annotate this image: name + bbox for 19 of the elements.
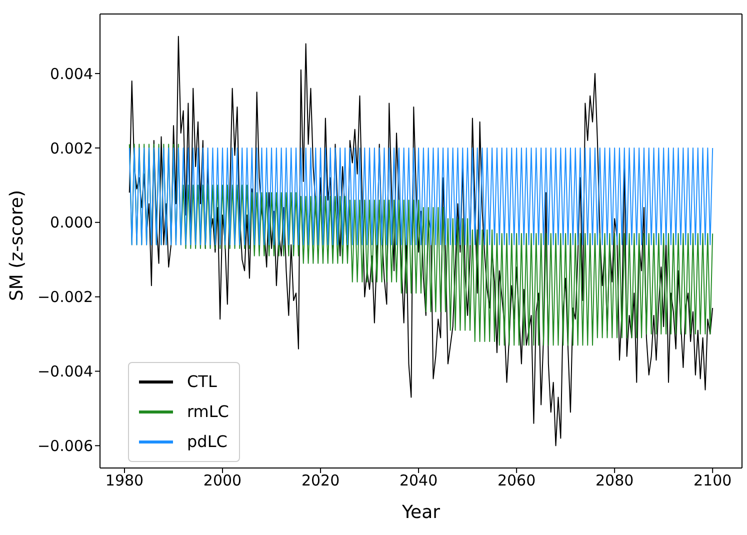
y-tick-label: −0.002 [37,288,93,306]
y-tick-label: 0.000 [50,214,93,232]
y-tick-label: 0.004 [50,64,93,83]
x-tick-label: 2080 [595,472,634,490]
x-axis-title: Year [400,502,441,523]
legend-label: pdLC [187,431,228,453]
x-tick-label: 2040 [399,472,438,490]
legend-label: rmLC [187,401,229,423]
y-tick-label: −0.006 [37,436,93,455]
x-tick-label: 1980 [105,472,144,490]
x-tick-label: 2060 [497,472,536,490]
x-tick-label: 2020 [301,472,340,490]
x-tick-label: 2000 [203,472,242,490]
y-axis-title: SM (z-score) [6,190,28,301]
y-tick-label: −0.004 [37,362,93,381]
line-series [128,144,714,346]
x-tick-label: 2100 [694,472,732,490]
y-tick-label: 0.002 [50,139,93,158]
legend-label: CTL [187,371,217,393]
